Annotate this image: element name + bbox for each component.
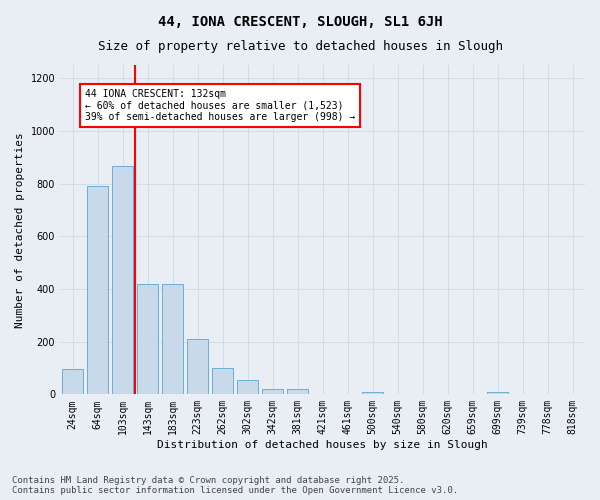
- Bar: [62, 370, 83, 394]
- Bar: [487, 392, 508, 394]
- Bar: [187, 339, 208, 394]
- Text: Size of property relative to detached houses in Slough: Size of property relative to detached ho…: [97, 40, 503, 53]
- Bar: [237, 380, 258, 394]
- Bar: [162, 284, 183, 395]
- Text: 44 IONA CRESCENT: 132sqm
← 60% of detached houses are smaller (1,523)
39% of sem: 44 IONA CRESCENT: 132sqm ← 60% of detach…: [85, 88, 355, 122]
- Bar: [262, 389, 283, 394]
- Text: Contains HM Land Registry data © Crown copyright and database right 2025.
Contai: Contains HM Land Registry data © Crown c…: [12, 476, 458, 495]
- Bar: [87, 186, 108, 394]
- Text: 44, IONA CRESCENT, SLOUGH, SL1 6JH: 44, IONA CRESCENT, SLOUGH, SL1 6JH: [158, 15, 442, 29]
- Bar: [362, 392, 383, 394]
- Bar: [212, 368, 233, 394]
- Bar: [287, 389, 308, 394]
- Bar: [137, 284, 158, 395]
- X-axis label: Distribution of detached houses by size in Slough: Distribution of detached houses by size …: [157, 440, 488, 450]
- Bar: [112, 166, 133, 394]
- Y-axis label: Number of detached properties: Number of detached properties: [15, 132, 25, 328]
